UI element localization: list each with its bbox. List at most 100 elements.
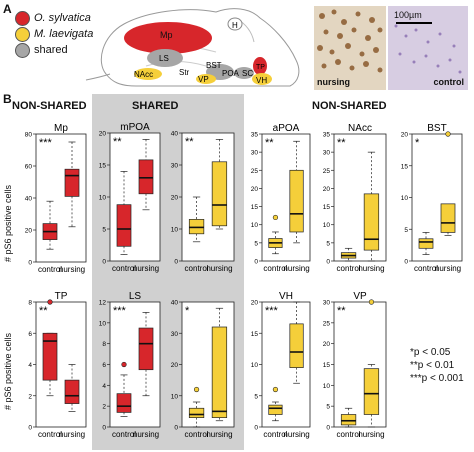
sig-legend-item: *p < 0.05 [410, 347, 451, 358]
x-tick-label: nursing [133, 430, 159, 439]
y-tick-label: 10 [251, 362, 259, 369]
section-header-non-shared-left: NON-SHARED [12, 100, 87, 112]
region-label-str: Str [179, 68, 190, 77]
y-tick-label: 0 [254, 259, 258, 266]
y-tick-label: 5 [404, 227, 408, 234]
box [211, 161, 228, 227]
box [289, 169, 304, 233]
y-tick-label: 5 [254, 393, 258, 400]
y-tick-label: 2 [28, 393, 32, 400]
region-label-vh: VH [256, 76, 267, 85]
significance-mark: ** [265, 137, 274, 149]
outlier-point [368, 299, 375, 305]
y-tick-label: 40 [25, 196, 33, 203]
legend-label: M. laevigata [34, 28, 94, 40]
outlier-point [272, 214, 279, 221]
x-tick-label: control [337, 430, 361, 439]
box [289, 323, 304, 368]
region-label-h: H [232, 21, 238, 30]
control-photo-label: control [433, 77, 465, 87]
significance-mark: ** [113, 136, 122, 148]
y-tick-label: 4 [28, 362, 32, 369]
y-tick-label: 20 [171, 195, 179, 202]
sig-legend-item: **p < 0.01 [410, 360, 455, 371]
species-legend: O. sylvatica M. laevigata shared [15, 10, 93, 58]
nursing-photo-label: nursing [317, 77, 350, 87]
y-tick-label: 40 [171, 300, 179, 307]
x-tick-label: nursing [206, 430, 232, 439]
region-label-tp: TP [256, 64, 265, 71]
panel-a-letter: A [3, 2, 12, 16]
plot-title: TP [55, 291, 68, 302]
poa-region [234, 67, 254, 79]
panel-b-letter: B [3, 92, 12, 106]
x-tick-label: control [337, 264, 361, 273]
significance-mark: ** [185, 136, 194, 148]
region-label-ls: LS [159, 54, 169, 63]
ls-region [147, 49, 183, 67]
x-tick-label: nursing [206, 264, 232, 273]
y-tick-label: 0 [254, 425, 258, 432]
y-tick-label: 40 [171, 131, 179, 138]
y-tick-label: 0 [326, 259, 330, 266]
outlier-point [445, 131, 451, 137]
y-tick-label: 15 [323, 362, 331, 369]
x-tick-label: control [263, 430, 287, 439]
y-tick-label: 10 [99, 195, 107, 202]
box [363, 368, 380, 415]
y-tick-label: 15 [323, 204, 331, 211]
x-tick-label: control [112, 430, 136, 439]
outlier-point [272, 386, 279, 393]
y-tick-label: 0 [326, 425, 330, 432]
box [188, 407, 205, 418]
y-tick-label: 10 [401, 195, 409, 202]
box [42, 332, 58, 381]
y-tick-label: 25 [323, 168, 331, 175]
y-tick-label: 35 [323, 132, 331, 139]
y-tick-label: 20 [99, 131, 107, 138]
y-tick-label: 10 [171, 393, 179, 400]
box [363, 193, 380, 251]
x-tick-label: nursing [435, 264, 461, 273]
y-tick-label: 0 [102, 259, 106, 266]
y-tick-label: 60 [25, 164, 33, 171]
significance-mark: ** [337, 137, 346, 149]
x-tick-label: nursing [283, 264, 309, 273]
significance-mark: * [415, 137, 420, 149]
significance-mark: ** [337, 305, 346, 317]
y-tick-label: 10 [171, 227, 179, 234]
y-tick-label: 20 [25, 228, 33, 235]
y-tick-label: 10 [323, 222, 331, 229]
x-tick-label: nursing [358, 264, 384, 273]
nursing-micrograph: nursing [314, 6, 386, 90]
y-tick-label: 5 [254, 240, 258, 247]
section-header-shared: SHARED [132, 100, 179, 112]
legend-label: O. sylvatica [34, 12, 91, 24]
y-tick-label: 30 [171, 331, 179, 338]
y-tick-label: 20 [251, 186, 259, 193]
significance-mark: *** [39, 137, 53, 149]
y-tick-label: 25 [251, 168, 259, 175]
region-label-sc: SC [242, 69, 253, 78]
y-tick-label: 15 [251, 331, 259, 338]
y-tick-label: 30 [323, 150, 331, 157]
x-tick-label: nursing [59, 430, 85, 439]
plot-title: Mp [54, 123, 68, 134]
x-tick-label: control [112, 264, 136, 273]
x-tick-label: control [38, 430, 62, 439]
yellow-dot-icon [15, 26, 30, 42]
y-tick-label: 8 [102, 341, 106, 348]
legend-item-m-laevigata: M. laevigata [15, 26, 93, 42]
y-tick-label: 80 [25, 132, 33, 139]
x-tick-label: control [185, 430, 209, 439]
sig-legend-item: ***p < 0.001 [410, 373, 464, 384]
region-label-bst: BST [206, 61, 222, 70]
y-tick-label: 15 [401, 163, 409, 170]
y-tick-label: 20 [401, 132, 409, 139]
y-tick-label: 0 [102, 425, 106, 432]
significance-legend: *p < 0.05 **p < 0.01 ***p < 0.001 [410, 346, 464, 385]
y-tick-label: 0 [174, 259, 178, 266]
outlier-point [47, 299, 53, 305]
region-label-mp: Mp [160, 30, 173, 40]
